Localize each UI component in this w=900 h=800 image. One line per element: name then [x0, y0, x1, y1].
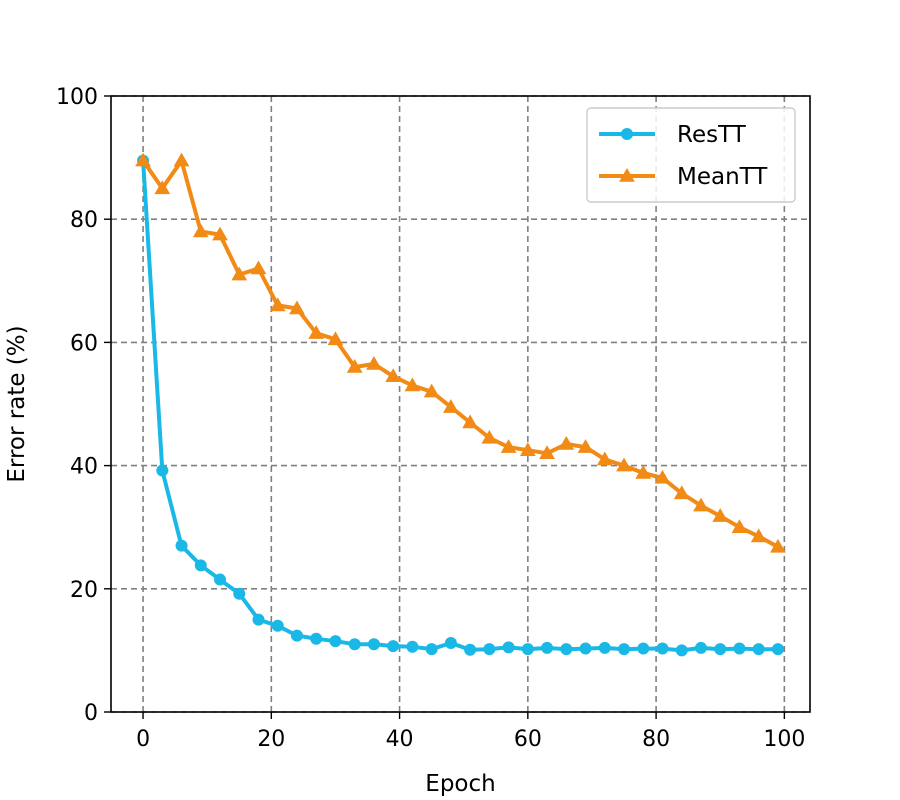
legend: ResTT MeanTT — [586, 107, 796, 203]
data-point-meantt — [308, 325, 325, 339]
data-point-meantt — [443, 399, 459, 413]
data-point-meantt — [327, 331, 344, 346]
data-point-meantt — [135, 152, 151, 167]
legend-box — [586, 107, 796, 203]
data-point-restt — [329, 635, 342, 648]
data-point-meantt — [154, 180, 171, 195]
data-point-restt — [618, 643, 631, 656]
data-point-restt — [521, 643, 534, 656]
data-point-restt — [694, 641, 707, 654]
series-meantt — [135, 152, 786, 553]
data-point-restt — [444, 637, 457, 650]
data-point-meantt — [616, 457, 632, 472]
x-tick-label: 20 — [257, 727, 285, 752]
y-tick-label: 100 — [56, 85, 98, 110]
data-point-restt — [733, 642, 746, 655]
data-point-restt — [541, 641, 554, 654]
data-point-restt — [637, 642, 650, 655]
data-point-meantt — [712, 508, 729, 522]
data-point-meantt — [346, 359, 363, 373]
series-layer — [135, 152, 786, 657]
data-point-restt — [752, 643, 765, 656]
data-point-restt — [387, 640, 400, 653]
plot-frame — [110, 95, 811, 713]
data-point-restt — [214, 573, 227, 586]
data-point-meantt — [423, 383, 440, 398]
data-point-meantt — [212, 226, 228, 241]
data-point-restt — [425, 643, 438, 656]
data-point-restt — [483, 643, 496, 656]
data-point-restt — [560, 643, 573, 656]
legend-label-meantt: MeanTT — [677, 164, 768, 190]
data-point-meantt — [558, 436, 575, 450]
y-tick-label: 80 — [70, 208, 98, 233]
data-point-restt — [598, 641, 611, 654]
data-point-meantt — [250, 260, 267, 275]
data-point-restt — [310, 632, 323, 645]
y-tick-label: 40 — [70, 455, 98, 480]
data-point-meantt — [173, 152, 190, 167]
data-point-restt — [233, 587, 246, 600]
data-point-restt — [406, 640, 419, 653]
series-line-restt — [141, 160, 778, 653]
data-point-meantt — [366, 355, 382, 370]
data-point-restt — [194, 559, 207, 572]
data-point-restt — [348, 638, 361, 651]
data-point-restt — [367, 638, 380, 651]
data-point-meantt — [693, 497, 709, 512]
legend-marker-restt — [621, 128, 633, 140]
data-point-meantt — [596, 451, 613, 466]
data-point-meantt — [269, 297, 286, 312]
x-tick-label: 80 — [642, 727, 670, 752]
data-point-meantt — [519, 442, 536, 456]
data-point-meantt — [500, 439, 517, 453]
data-point-meantt — [731, 519, 748, 533]
data-point-meantt — [462, 414, 478, 429]
data-point-meantt — [750, 528, 767, 543]
x-axis-label: Epoch — [425, 771, 495, 797]
data-point-restt — [252, 613, 265, 626]
data-point-meantt — [404, 377, 421, 392]
data-point-meantt — [654, 469, 671, 484]
legend-label-restt: ResTT — [677, 122, 747, 148]
data-point-restt — [175, 539, 188, 552]
data-point-restt — [579, 642, 592, 655]
data-point-restt — [656, 642, 669, 655]
data-point-meantt — [192, 223, 209, 238]
y-tick-label: 60 — [70, 331, 98, 356]
x-tick-label: 60 — [514, 727, 542, 752]
data-point-restt — [714, 643, 727, 656]
series-line-meantt — [141, 158, 779, 549]
data-point-meantt — [635, 464, 652, 479]
data-point-meantt — [673, 485, 690, 500]
data-point-meantt — [577, 439, 594, 453]
data-point-restt — [675, 644, 688, 657]
x-tick-label: 40 — [386, 727, 414, 752]
x-tick-label: 100 — [763, 727, 805, 752]
legend-marker-meantt — [619, 167, 635, 182]
data-point-meantt — [385, 368, 402, 383]
y-axis-label: Error rate (%) — [4, 325, 30, 482]
data-point-restt — [502, 641, 515, 654]
data-point-meantt — [770, 538, 786, 553]
data-point-restt — [464, 643, 477, 656]
x-tick-label: 0 — [136, 727, 150, 752]
data-point-meantt — [289, 300, 305, 315]
data-point-restt — [156, 464, 169, 477]
data-point-restt — [271, 619, 284, 632]
y-tick-label: 0 — [84, 701, 98, 726]
data-point-meantt — [231, 266, 248, 281]
axis-ticks: 0 20 40 60 80 100 0 20 40 60 80 100 — [56, 85, 805, 752]
y-tick-label: 20 — [70, 578, 98, 603]
data-point-meantt — [539, 445, 555, 460]
data-point-restt — [290, 629, 303, 642]
data-point-meantt — [481, 429, 498, 444]
data-point-restt — [771, 643, 784, 656]
